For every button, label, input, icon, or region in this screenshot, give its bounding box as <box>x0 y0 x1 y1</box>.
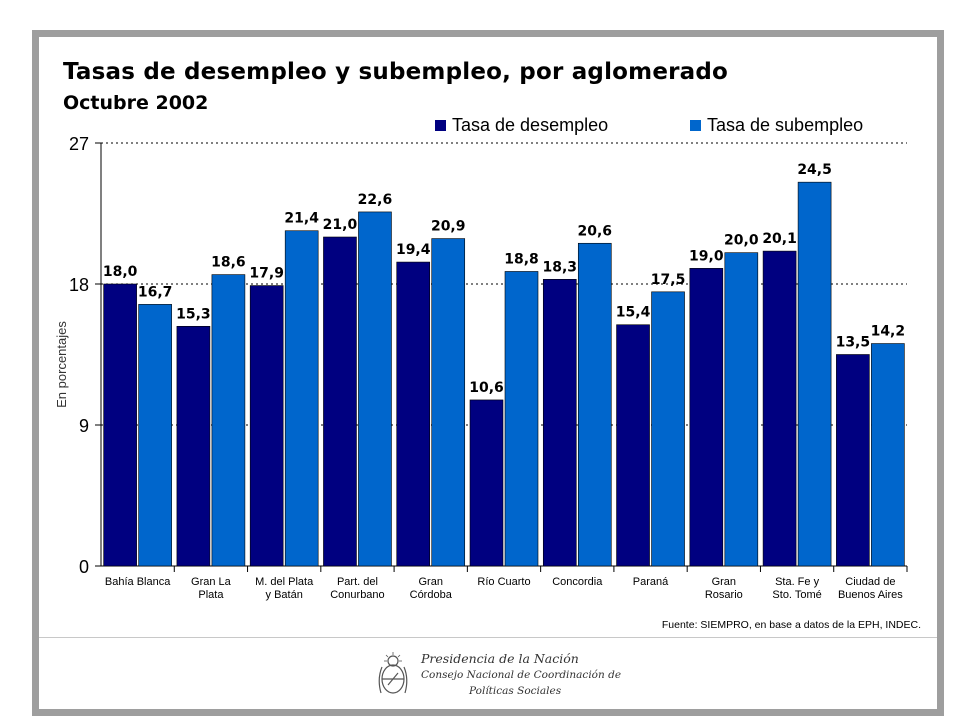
chart-subtitle: Octubre 2002 <box>63 92 209 114</box>
x-tick-label: Gran <box>712 576 736 588</box>
data-label: 21,4 <box>284 211 319 227</box>
x-tick-label: Paraná <box>633 576 669 588</box>
footer-line-presidencia: Presidencia de la Nación <box>421 651 579 666</box>
footer-logo: Presidencia de la Nación Consejo Naciona… <box>373 647 621 703</box>
bar-subempleo <box>431 238 466 567</box>
bar-desempleo <box>249 285 284 567</box>
bar-desempleo <box>836 354 870 567</box>
bar-desempleo <box>103 283 137 567</box>
data-label: 18,6 <box>211 255 246 271</box>
x-tick-label: Córdoba <box>410 589 453 601</box>
bar-desempleo <box>323 236 357 567</box>
argentina-coat-of-arms-icon <box>378 652 408 694</box>
bar-desempleo <box>616 324 650 567</box>
y-tick-label: 0 <box>79 557 89 577</box>
footer-line-politicas: Políticas Sociales <box>469 685 562 697</box>
legend-label-desempleo: Tasa de desempleo <box>452 115 609 135</box>
footer-divider <box>39 637 937 638</box>
y-tick-label: 9 <box>79 416 89 436</box>
source-note: Fuente: SIEMPRO, en base a datos de la E… <box>661 619 921 631</box>
legend-item-subempleo: Tasa de subempleo <box>690 115 863 136</box>
x-tick-label: Gran <box>418 576 442 588</box>
data-label: 10,6 <box>469 380 504 396</box>
x-tick-label: Río Cuarto <box>477 576 530 588</box>
data-label: 15,4 <box>616 305 651 321</box>
x-tick-label: Rosario <box>705 589 743 601</box>
y-tick-label: 27 <box>69 134 89 154</box>
data-label: 20,9 <box>431 219 466 235</box>
data-label: 24,5 <box>797 162 832 178</box>
chart-title: Tasas de desempleo y subempleo, por aglo… <box>63 59 729 85</box>
y-axis-label: En porcentajes <box>54 321 69 408</box>
data-label: 18,0 <box>103 264 138 280</box>
bar-subempleo <box>138 304 172 567</box>
bar-desempleo <box>176 325 211 567</box>
data-label: 13,5 <box>836 335 871 351</box>
data-label: 18,3 <box>542 259 577 275</box>
bar-chart: 0 9 18 27 En porcentajes 18,016,7 Bahía Blanca… <box>54 134 908 601</box>
data-label: 20,6 <box>577 223 612 239</box>
x-tick-label: Gran La <box>191 576 232 588</box>
x-tick-label: Concordia <box>552 576 603 588</box>
legend-swatch-desempleo <box>435 120 446 131</box>
bar-desempleo <box>762 250 797 567</box>
x-tick-label: Plata <box>198 589 224 601</box>
legend-label-subempleo: Tasa de subempleo <box>707 115 864 135</box>
bar-subempleo <box>651 291 685 567</box>
x-tick-label: Sta. Fe y <box>775 576 820 588</box>
bar-desempleo <box>396 261 431 567</box>
data-label: 14,2 <box>871 324 906 340</box>
data-label: 21,0 <box>323 217 358 233</box>
data-label: 19,0 <box>689 248 724 264</box>
bar-subempleo <box>211 274 246 567</box>
x-tick-label: Buenos Aires <box>838 589 903 601</box>
bar-desempleo <box>542 279 577 567</box>
slide-frame: Tasas de desempleo y subempleo, por aglo… <box>32 30 944 716</box>
bar-subempleo <box>358 211 392 567</box>
bar-subempleo <box>871 343 905 567</box>
bar-desempleo <box>689 268 724 567</box>
x-tick-label: Ciudad de <box>845 576 895 588</box>
data-label: 22,6 <box>358 192 393 208</box>
y-tick-label: 18 <box>69 275 89 295</box>
footer-line-consejo: Consejo Nacional de Coordinación de <box>421 669 622 681</box>
bar-subempleo <box>724 252 759 567</box>
slide: Tasas de desempleo y subempleo, por aglo… <box>39 37 937 709</box>
x-tick-label: Sto. Tomé <box>772 589 821 601</box>
data-label: 19,4 <box>396 242 431 258</box>
bar-subempleo <box>504 271 539 567</box>
x-tick-label: M. del Plata <box>255 576 314 588</box>
data-label: 17,9 <box>249 266 284 282</box>
bar-subempleo <box>284 230 319 567</box>
legend-swatch-subempleo <box>690 120 701 131</box>
data-label: 15,3 <box>176 306 211 322</box>
data-label: 20,1 <box>762 231 797 247</box>
data-label: 18,8 <box>504 251 539 267</box>
bar-subempleo <box>797 181 832 567</box>
bar-subempleo <box>577 242 612 567</box>
data-label: 17,5 <box>651 272 686 288</box>
x-tick-label: y Batán <box>266 589 303 601</box>
x-tick-label: Conurbano <box>330 589 384 601</box>
data-label: 20,0 <box>724 233 759 249</box>
x-tick-label: Part. del <box>337 576 378 588</box>
legend-item-desempleo: Tasa de desempleo <box>435 115 608 136</box>
data-label: 16,7 <box>138 284 173 300</box>
x-tick-label: Bahía Blanca <box>105 576 171 588</box>
bar-desempleo <box>469 399 504 567</box>
